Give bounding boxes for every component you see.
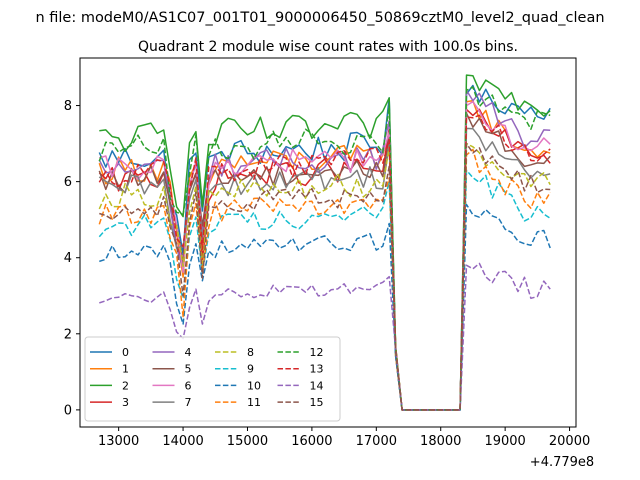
x-tick-label: 16000 [291,434,332,449]
legend-label-12: 12 [310,346,324,359]
axis-ticks: 13000 14000 15000 16000 17000 18000 19000 20000… [64,99,591,449]
legend-label-3: 3 [122,396,129,409]
x-tick-label: 18000 [420,434,461,449]
legend-label-0: 0 [122,346,129,359]
legend-label-5: 5 [185,363,192,376]
legend-label-6: 6 [185,379,192,392]
series-line-8 [98,142,551,411]
series-line-14 [99,262,551,411]
legend-label-15: 15 [310,396,324,409]
series-line-12 [98,86,551,411]
legend-label-9: 9 [247,363,254,376]
plot-frame [79,57,577,428]
series-line-9 [98,169,551,411]
series-line-4 [98,89,551,411]
series-line-10 [99,203,551,411]
series-line-13 [98,114,551,411]
legend-box [84,336,341,422]
y-tick-label: 8 [64,99,72,114]
y-tick-label: 6 [64,175,72,190]
x-tick-label: 19000 [484,434,525,449]
x-tick-label: 20000 [549,434,590,449]
series-line-2 [99,74,551,411]
legend-label-4: 4 [185,346,192,359]
legend-label-10: 10 [247,379,261,392]
x-tick-label: 14000 [162,434,203,449]
x-tick-label: 15000 [227,434,268,449]
legend-label-13: 13 [310,363,324,376]
series-line-6 [99,100,551,411]
legend-label-11: 11 [247,396,261,409]
figure-suptitle: n file: modeM0/AS1C07_001T01_9000006450_… [35,10,604,26]
legend-label-8: 8 [247,346,254,359]
x-tick-label: 13000 [98,434,139,449]
x-offset-label: +4.779e8 [530,455,594,470]
y-tick-label: 4 [64,251,72,266]
y-tick-label: 0 [64,403,72,418]
legend-label-2: 2 [122,379,129,392]
series-layer [98,74,551,411]
y-tick-label: 2 [64,327,72,342]
series-line-15 [99,142,551,411]
series-line-11 [98,148,551,411]
legend-label-1: 1 [122,363,129,376]
legend-label-7: 7 [185,396,192,409]
chart-title: Quadrant 2 module wise count rates with … [138,39,518,55]
legend-label-14: 14 [310,379,324,392]
x-tick-label: 17000 [356,434,397,449]
